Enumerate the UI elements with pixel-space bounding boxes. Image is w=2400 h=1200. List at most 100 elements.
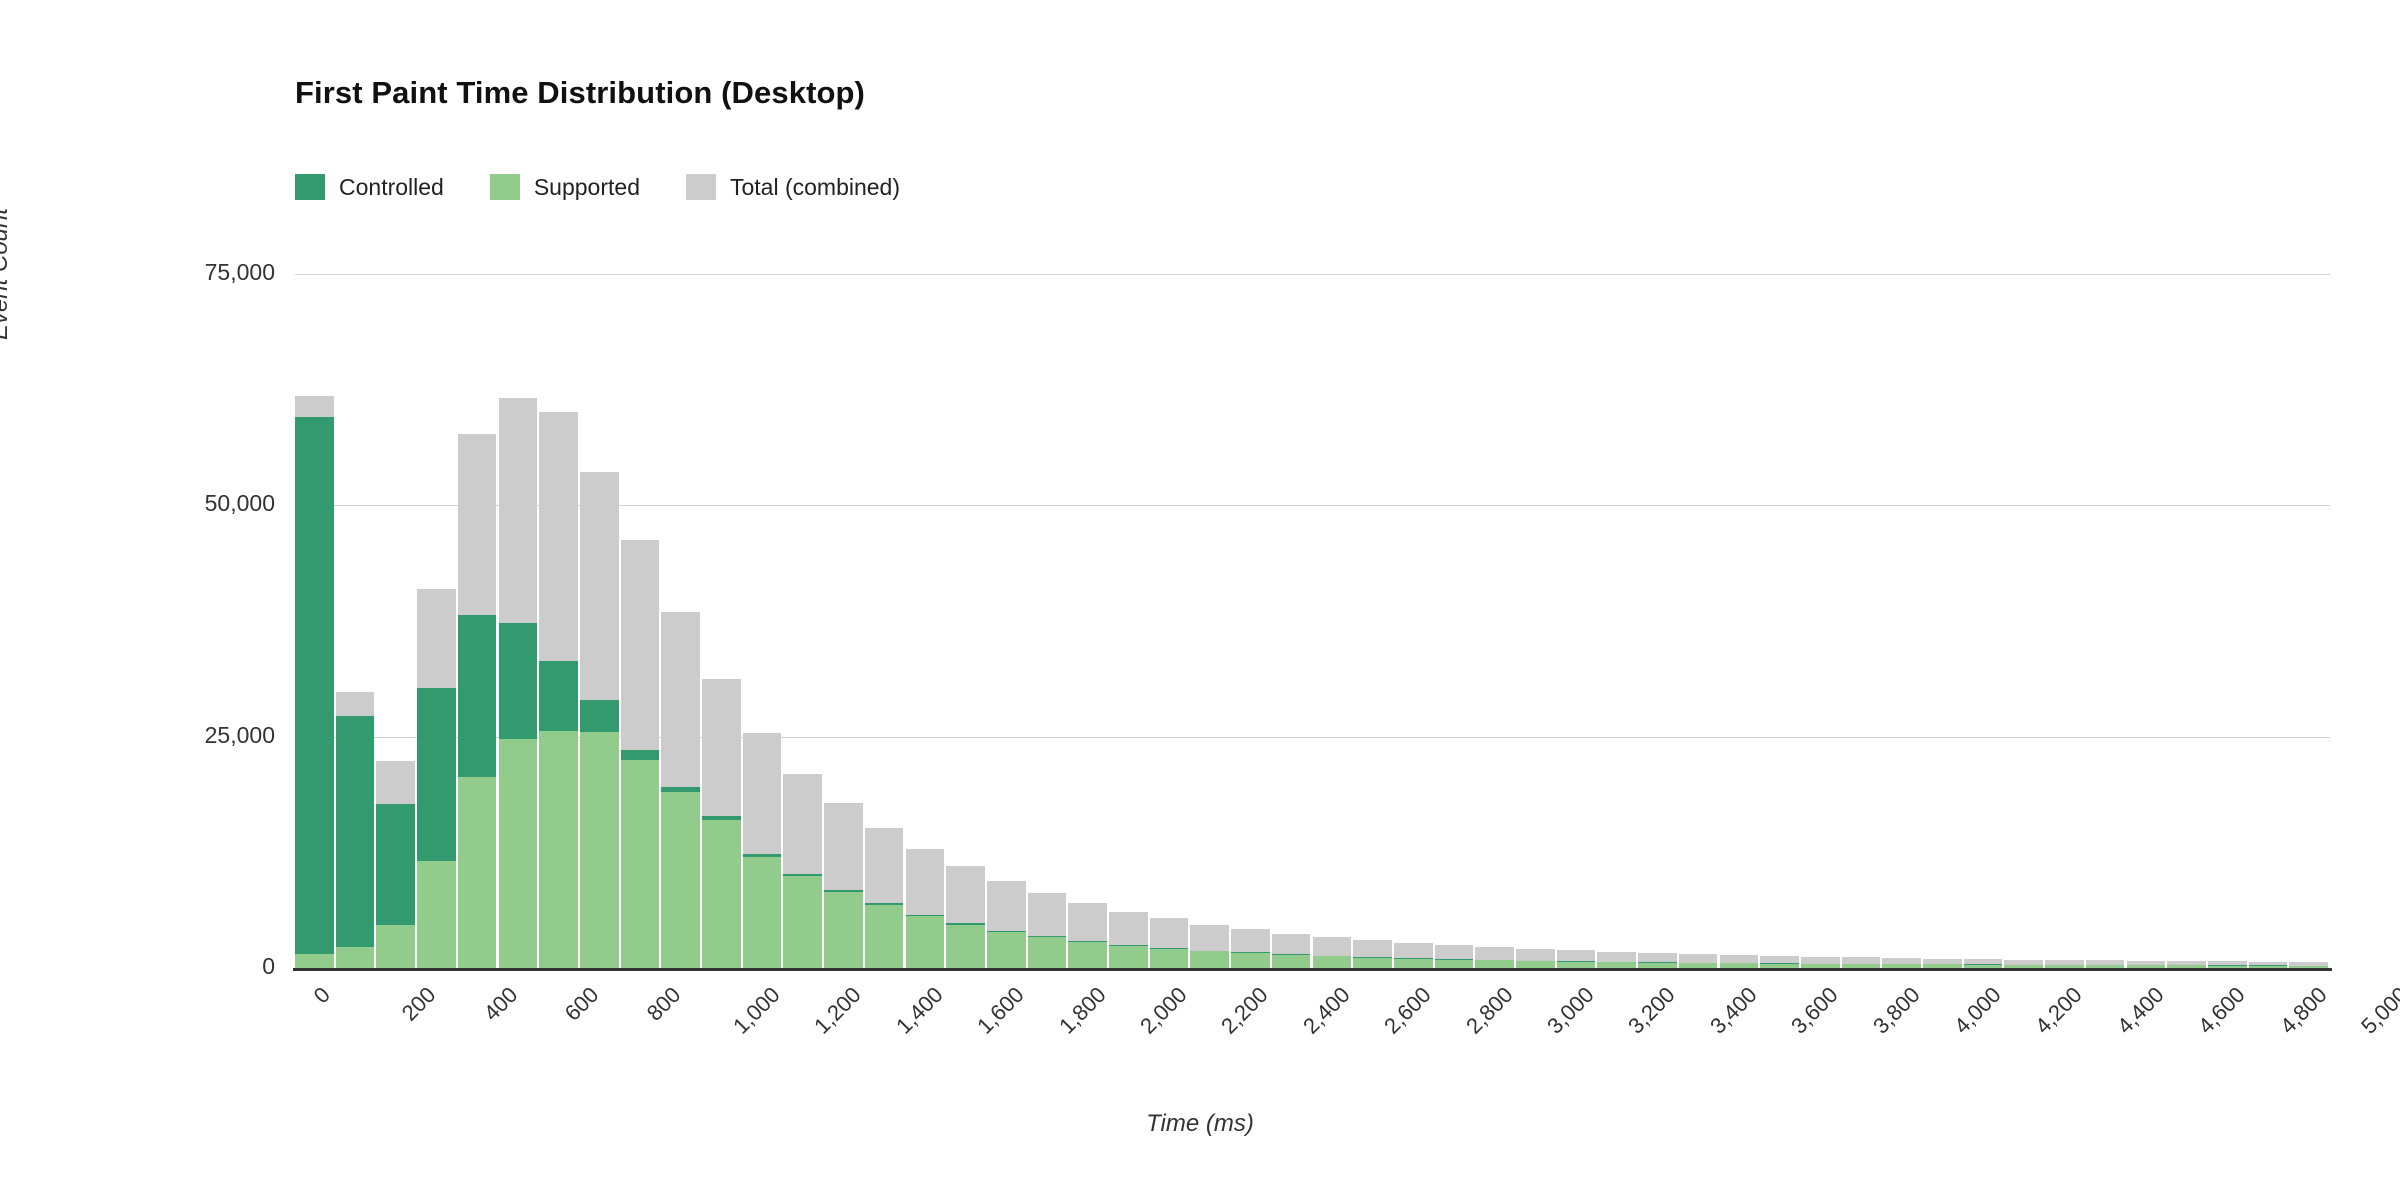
bar-group[interactable] bbox=[1882, 274, 1921, 968]
bar-group[interactable] bbox=[498, 274, 538, 968]
bar-segment-supported bbox=[824, 892, 863, 968]
legend-label: Supported bbox=[533, 173, 640, 200]
legend-swatch-icon bbox=[295, 174, 325, 200]
legend-item-total-combined[interactable]: Total (combined) bbox=[685, 172, 900, 202]
legend-label: Controlled bbox=[339, 173, 444, 200]
bar-group[interactable] bbox=[742, 274, 782, 968]
bar-group[interactable] bbox=[2207, 274, 2247, 968]
bar-group[interactable] bbox=[1800, 274, 1840, 968]
x-axis-tick-label: 4,600 bbox=[2193, 982, 2250, 1039]
bar-segment-supported bbox=[1923, 964, 1962, 968]
bar-group[interactable] bbox=[1434, 274, 1474, 968]
bar-group[interactable] bbox=[1760, 274, 1799, 968]
bar-group[interactable] bbox=[946, 274, 985, 968]
bar-group[interactable] bbox=[783, 274, 823, 968]
x-axis-title: Time (ms) bbox=[1146, 1110, 1254, 1137]
bar-segment-controlled bbox=[1393, 958, 1433, 959]
bar-segment-total bbox=[2207, 961, 2247, 968]
bar-group[interactable] bbox=[986, 274, 1026, 968]
x-axis-tick-label: 800 bbox=[641, 982, 685, 1026]
bar-group[interactable] bbox=[376, 274, 416, 968]
bar-group[interactable] bbox=[2126, 274, 2166, 968]
bar-segment-total bbox=[1882, 958, 1921, 968]
bar-segment-controlled bbox=[1109, 944, 1148, 946]
bar-group[interactable] bbox=[1231, 274, 1270, 968]
bar-group[interactable] bbox=[661, 274, 700, 968]
bar-segment-supported bbox=[1638, 962, 1677, 968]
bar-group[interactable] bbox=[1923, 274, 1962, 968]
x-axis-line bbox=[293, 968, 2332, 971]
bar-group[interactable] bbox=[1719, 274, 1759, 968]
bar-segment-controlled bbox=[1027, 936, 1067, 938]
bar-group[interactable] bbox=[1353, 274, 1392, 968]
bar-group[interactable] bbox=[1841, 274, 1881, 968]
bar-group[interactable] bbox=[2248, 274, 2288, 968]
bar-group[interactable] bbox=[1109, 274, 1148, 968]
x-axis-tick-label: 3,200 bbox=[1623, 982, 1681, 1039]
bar-group[interactable] bbox=[1556, 274, 1596, 968]
bar-group[interactable] bbox=[864, 274, 904, 968]
bar-segment-total bbox=[2004, 959, 2044, 968]
bar-segment-supported bbox=[539, 731, 578, 968]
x-axis-tick-label: 2,400 bbox=[1297, 982, 1355, 1039]
bar-segment-total bbox=[2045, 959, 2084, 968]
bar-segment-controlled bbox=[539, 660, 578, 732]
x-axis-tick-label: 2,800 bbox=[1460, 982, 1518, 1039]
bar-group[interactable] bbox=[2167, 274, 2206, 968]
bar-group[interactable] bbox=[620, 274, 660, 968]
bar-group[interactable] bbox=[2045, 274, 2084, 968]
bar-segment-supported bbox=[864, 905, 904, 968]
bar-group[interactable] bbox=[1393, 274, 1433, 968]
bar-group[interactable] bbox=[1963, 274, 2003, 968]
bar-group[interactable] bbox=[1516, 274, 1555, 968]
bar-group[interactable] bbox=[539, 274, 578, 968]
bar-segment-supported bbox=[1434, 959, 1474, 968]
bar-segment-supported bbox=[1027, 937, 1067, 968]
bar-segment-controlled bbox=[457, 614, 497, 778]
bar-segment-supported bbox=[417, 860, 456, 968]
bar-segment-controlled bbox=[1475, 959, 1514, 961]
bar-group[interactable] bbox=[2085, 274, 2125, 968]
bar-group[interactable] bbox=[702, 274, 741, 968]
bar-segment-supported bbox=[295, 954, 334, 968]
bar-group[interactable] bbox=[417, 274, 456, 968]
bar-segment-controlled bbox=[498, 622, 538, 739]
gridline bbox=[295, 274, 2330, 275]
bar-group[interactable] bbox=[2004, 274, 2044, 968]
bar-segment-supported bbox=[1800, 963, 1840, 968]
bar-group[interactable] bbox=[824, 274, 863, 968]
legend-item-controlled[interactable]: Controlled bbox=[295, 172, 444, 202]
bar-group[interactable] bbox=[457, 274, 497, 968]
bars-layer bbox=[295, 274, 2330, 968]
bar-group[interactable] bbox=[905, 274, 945, 968]
bar-segment-supported bbox=[1393, 958, 1433, 968]
bar-segment-controlled bbox=[905, 914, 945, 917]
bar-segment-total bbox=[1800, 956, 1840, 968]
bar-group[interactable] bbox=[1678, 274, 1718, 968]
bar-segment-controlled bbox=[824, 890, 863, 893]
bar-group[interactable] bbox=[1068, 274, 1107, 968]
bar-segment-total bbox=[1841, 957, 1881, 968]
bar-group[interactable] bbox=[1475, 274, 1514, 968]
bar-segment-supported bbox=[742, 856, 782, 968]
bar-group[interactable] bbox=[1597, 274, 1637, 968]
bar-group[interactable] bbox=[1149, 274, 1189, 968]
bar-group[interactable] bbox=[1190, 274, 1230, 968]
x-axis-tick-label: 2,600 bbox=[1379, 982, 1436, 1039]
bar-segment-supported bbox=[1678, 962, 1718, 968]
bar-group[interactable] bbox=[335, 274, 375, 968]
bar-group[interactable] bbox=[1271, 274, 1311, 968]
x-axis-tick-label: 4,200 bbox=[2030, 982, 2088, 1039]
bar-group[interactable] bbox=[2289, 274, 2328, 968]
bar-segment-controlled bbox=[986, 930, 1026, 932]
legend-item-supported[interactable]: Supported bbox=[489, 172, 640, 202]
bar-group[interactable] bbox=[579, 274, 619, 968]
bar-group[interactable] bbox=[1312, 274, 1352, 968]
bar-group[interactable] bbox=[1027, 274, 1067, 968]
bar-segment-controlled bbox=[742, 853, 782, 857]
bar-group[interactable] bbox=[295, 274, 334, 968]
bar-segment-controlled bbox=[295, 417, 334, 955]
bar-group[interactable] bbox=[1638, 274, 1677, 968]
bar-segment-controlled bbox=[1149, 947, 1189, 949]
